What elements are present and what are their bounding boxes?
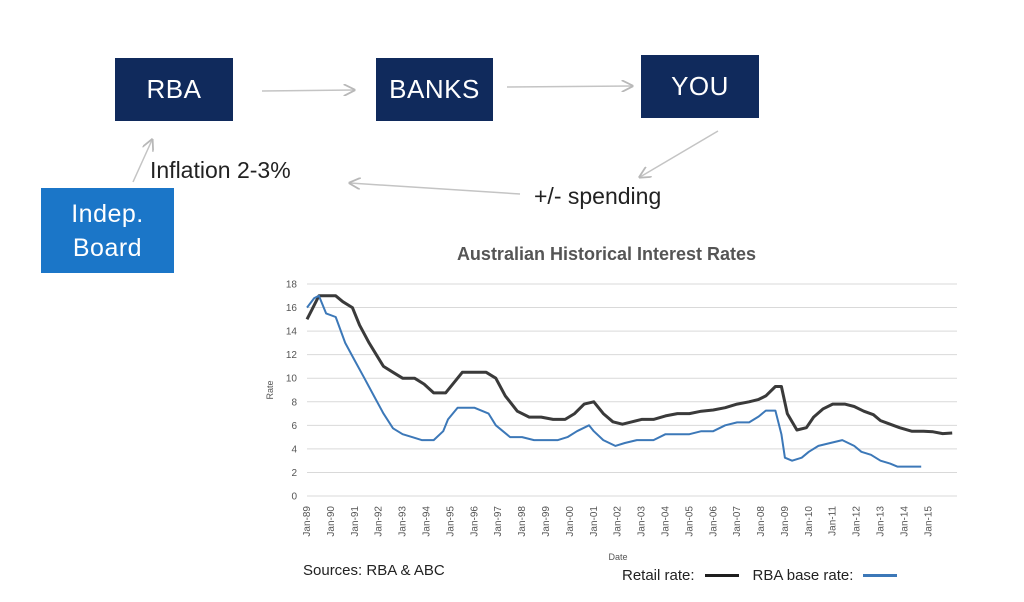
y-tick-label: 6 bbox=[291, 421, 297, 432]
spending-label: +/- spending bbox=[534, 183, 662, 209]
legend-rba-label: RBA base rate: bbox=[752, 567, 854, 584]
arrow-banks-to-you bbox=[506, 86, 632, 87]
x-tick-label: Jan-91 bbox=[350, 506, 361, 537]
rba-base-rate-line bbox=[306, 294, 922, 468]
y-tick-label: 8 bbox=[291, 397, 297, 408]
chart-series bbox=[305, 294, 953, 468]
x-tick-label: Jan-90 bbox=[326, 506, 337, 537]
arrow-you-to-spending bbox=[640, 130, 719, 177]
y-tick-labels: 0 2 4 6 8 10 12 14 16 18 bbox=[286, 280, 298, 503]
banks-box: BANKS bbox=[376, 58, 493, 121]
x-tick-label: Jan-02 bbox=[613, 506, 624, 537]
x-tick-labels: Jan-89 Jan-90 Jan-91 Jan-92 Jan-93 Jan-94 Jan-… bbox=[302, 506, 934, 537]
x-tick-label: Jan-12 bbox=[852, 506, 863, 537]
interest-rate-chart: 0 2 4 6 8 10 12 14 16 18 Jan-89 Jan-90 Jan-91 Jan-92… bbox=[265, 280, 957, 562]
you-label: YOU bbox=[671, 71, 729, 101]
inflation-label: Inflation 2-3% bbox=[150, 157, 291, 183]
x-tick-label: Jan-97 bbox=[493, 506, 504, 537]
y-axis-label: Rate bbox=[265, 380, 275, 399]
x-tick-label: Jan-89 bbox=[302, 506, 313, 537]
y-tick-label: 18 bbox=[286, 280, 298, 291]
x-tick-label: Jan-00 bbox=[565, 506, 576, 537]
x-tick-label: Jan-93 bbox=[398, 506, 409, 537]
retail-rate-line bbox=[305, 294, 953, 436]
x-tick-label: Jan-15 bbox=[923, 506, 934, 537]
arrow-spending-to-inflation bbox=[350, 183, 521, 195]
y-tick-label: 12 bbox=[286, 350, 298, 361]
y-tick-label: 0 bbox=[291, 492, 297, 503]
y-tick-label: 4 bbox=[291, 444, 297, 455]
chart-legend: Retail rate: RBA base rate: bbox=[622, 567, 911, 584]
x-tick-label: Jan-07 bbox=[732, 506, 743, 537]
chart-title: Australian Historical Interest Rates bbox=[456, 244, 757, 264]
y-tick-label: 14 bbox=[286, 327, 298, 338]
x-tick-label: Jan-04 bbox=[660, 506, 671, 537]
x-tick-label: Jan-11 bbox=[828, 506, 839, 536]
x-tick-label: Jan-09 bbox=[780, 506, 791, 537]
arrow-rba-to-banks bbox=[261, 90, 354, 91]
x-tick-label: Jan-08 bbox=[756, 506, 767, 537]
arrow-board-to-rba bbox=[132, 140, 152, 183]
x-axis-label: Date bbox=[608, 552, 627, 562]
legend-retail-label: Retail rate: bbox=[622, 567, 695, 584]
x-tick-label: Jan-96 bbox=[469, 506, 480, 537]
x-tick-label: Jan-94 bbox=[421, 506, 432, 537]
board-label-line1: Indep. bbox=[71, 199, 144, 228]
x-tick-label: Jan-01 bbox=[589, 506, 600, 537]
x-tick-label: Jan-14 bbox=[899, 506, 910, 537]
x-tick-label: Jan-98 bbox=[517, 506, 528, 537]
chart-grid bbox=[307, 283, 957, 497]
sources-note: Sources: RBA & ABC bbox=[303, 562, 445, 579]
x-tick-label: Jan-99 bbox=[541, 506, 552, 537]
independent-board-box: Indep. Board bbox=[41, 188, 174, 273]
y-tick-label: 16 bbox=[286, 303, 298, 314]
x-tick-label: Jan-06 bbox=[708, 506, 719, 537]
legend-retail-swatch bbox=[704, 574, 739, 577]
you-box: YOU bbox=[641, 55, 759, 118]
x-tick-label: Jan-03 bbox=[637, 506, 648, 537]
rba-box: RBA bbox=[115, 58, 233, 121]
legend-rba-swatch bbox=[863, 574, 898, 577]
banks-label: BANKS bbox=[389, 74, 480, 104]
x-tick-label: Jan-13 bbox=[876, 506, 887, 537]
x-tick-label: Jan-05 bbox=[684, 506, 695, 537]
y-tick-label: 10 bbox=[286, 374, 298, 385]
x-tick-label: Jan-92 bbox=[374, 506, 385, 537]
rba-label: RBA bbox=[146, 74, 202, 104]
x-tick-label: Jan-95 bbox=[445, 506, 456, 537]
y-tick-label: 2 bbox=[291, 468, 297, 479]
x-tick-label: Jan-10 bbox=[804, 506, 815, 537]
board-label-line2: Board bbox=[72, 233, 143, 262]
